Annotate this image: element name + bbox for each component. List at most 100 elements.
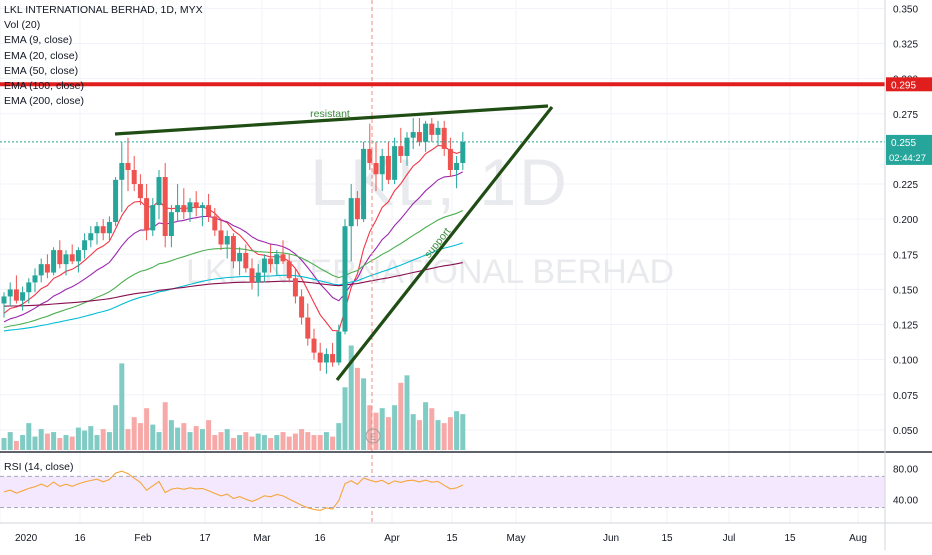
volume-bar: [255, 433, 261, 450]
time-tick-label: Aug: [849, 533, 867, 544]
volume-bar: [88, 426, 94, 450]
candle-body: [32, 275, 38, 283]
last-price-badge: [886, 134, 932, 165]
candle-body: [150, 205, 156, 231]
candle-body: [119, 162, 125, 180]
candle-body: [63, 254, 69, 265]
volume-bar: [181, 423, 187, 450]
volume-bar: [342, 387, 348, 450]
candle-body: [106, 221, 112, 234]
time-tick-label: Apr: [384, 533, 400, 544]
rsi-legend[interactable]: RSI (14, close): [4, 461, 74, 473]
volume-bar: [311, 435, 317, 450]
indicator-ema-20[interactable]: EMA (20, close): [4, 49, 79, 62]
volume-bar: [206, 420, 212, 450]
time-tick-label: Mar: [253, 533, 271, 544]
candle-body: [354, 198, 360, 220]
volume-bar: [280, 432, 286, 450]
candle-body: [82, 240, 88, 251]
time-tick-label: Jul: [723, 533, 736, 544]
volume-bar: [299, 429, 305, 450]
candle-body: [144, 198, 150, 231]
time-tick-label: Jun: [603, 533, 619, 544]
volume-bar: [69, 436, 75, 450]
candle-body: [447, 148, 453, 171]
volume-bar: [100, 429, 106, 450]
candle-body: [286, 261, 292, 279]
earnings-icon-circle: [365, 428, 381, 444]
volume-bar: [44, 433, 50, 450]
volume-bar: [385, 417, 391, 450]
volume-bar: [125, 429, 131, 450]
volume-bar: [379, 408, 385, 450]
candle-body: [416, 132, 422, 142]
volume-bar: [57, 438, 63, 450]
volume-bar: [7, 432, 13, 450]
volume-bar: [175, 427, 181, 450]
volume-bar: [292, 433, 298, 450]
ema-line: [3, 242, 463, 332]
rsi-tick-label: 40.00: [893, 496, 918, 507]
indicator-ema-9[interactable]: EMA (9, close): [4, 34, 73, 47]
volume-bar: [237, 435, 243, 450]
candle-body: [20, 292, 26, 301]
indicator-vol[interactable]: Vol (20): [4, 19, 41, 32]
ema-line: [3, 171, 464, 323]
volume-bar: [113, 405, 119, 450]
candle-body: [392, 146, 398, 180]
candle-body: [305, 317, 311, 339]
price-tick-label: 0.225: [893, 180, 918, 191]
volume-bar: [447, 417, 453, 450]
rsi-tick-label: 80.00: [893, 465, 918, 476]
volume-bar: [82, 430, 88, 450]
candle-body: [361, 148, 367, 220]
volume-bar: [305, 432, 311, 450]
candle-body: [168, 212, 174, 237]
candle-body: [330, 354, 336, 363]
candle-body: [429, 123, 435, 135]
volume-bar: [441, 423, 447, 450]
candle-body: [193, 202, 199, 208]
volume-bar: [75, 427, 81, 450]
volume-bar: [1, 438, 7, 450]
volume-bar: [13, 441, 19, 450]
price-tick-label: 0.150: [893, 285, 918, 296]
candle-body: [38, 264, 44, 276]
volume-bar: [373, 412, 379, 450]
volume-bar: [224, 429, 230, 450]
volume-bar: [392, 405, 398, 450]
countdown-label: 02:44:27: [889, 153, 926, 164]
volume-bar: [63, 435, 69, 450]
candle-body: [311, 338, 317, 353]
candle-body: [156, 177, 162, 206]
candle-body: [137, 184, 143, 199]
indicator-ema-50[interactable]: EMA (50, close): [4, 64, 79, 77]
candle-body: [100, 226, 106, 234]
volume-bar: [268, 438, 274, 450]
candle-body: [299, 296, 305, 318]
volume-bar: [274, 435, 280, 450]
candle-body: [26, 282, 32, 293]
last-price-label: 0.255: [891, 138, 916, 149]
indicator-ema-200[interactable]: EMA (200, close): [4, 95, 84, 108]
indicator-ema-100[interactable]: EMA (100, close): [4, 80, 84, 93]
price-tick-label: 0.125: [893, 321, 918, 332]
volume-bar: [249, 436, 255, 450]
candle-body: [212, 216, 218, 231]
candle-body: [348, 198, 354, 227]
candle-body: [199, 205, 205, 208]
volume-bar: [193, 426, 199, 450]
candle-body: [274, 254, 280, 265]
candlesticks: [1, 118, 466, 374]
candle-body: [460, 141, 466, 163]
volume-bar: [38, 429, 44, 450]
candle-body: [317, 352, 323, 363]
time-tick-label: Feb: [134, 533, 152, 544]
rsi-line: [3, 470, 464, 511]
time-tick-label: 15: [446, 533, 458, 544]
price-tick-label: 0.200: [893, 215, 918, 226]
symbol-title[interactable]: LKL INTERNATIONAL BERHAD, 1D, MYX: [4, 4, 203, 16]
